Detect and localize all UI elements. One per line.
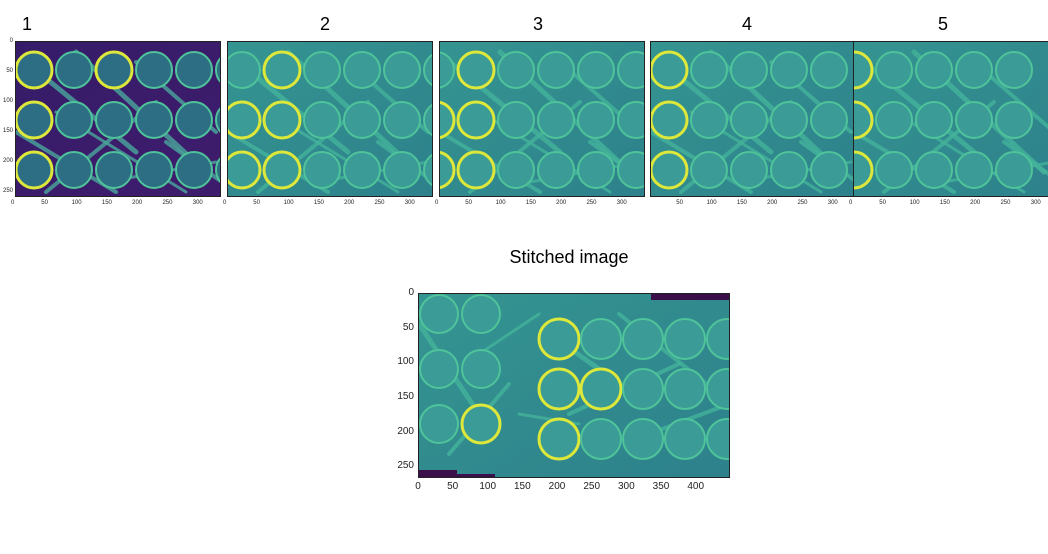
- x-tick-label: 200: [767, 200, 778, 206]
- x-tick-label: 300: [1030, 200, 1041, 206]
- stitched-image: [418, 293, 730, 478]
- x-tick-label: 50: [676, 200, 683, 206]
- x-tick-label: 0: [11, 200, 15, 206]
- y-tick-label: 200: [3, 158, 14, 164]
- panel-image-3: [439, 41, 645, 197]
- stitched-x-tick-label: 100: [479, 481, 497, 492]
- stitched-x-tick-label: 350: [652, 481, 670, 492]
- padding-region: [419, 470, 457, 477]
- stitched-title: Stitched image: [509, 247, 629, 267]
- stitched-y-tick-label: 0: [408, 287, 414, 298]
- x-tick-label: 0: [849, 200, 853, 206]
- stitched-y-tick-label: 100: [397, 356, 414, 368]
- x-tick-label: 250: [586, 200, 597, 206]
- x-tick-label: 100: [71, 200, 82, 206]
- panel-image-graphic: [651, 42, 855, 196]
- x-tick-label: 50: [41, 200, 48, 206]
- stitched-x-tick-label: 150: [514, 481, 531, 492]
- panel-image-graphic: [228, 42, 432, 196]
- stitched-x-tick-label: 50: [447, 481, 459, 492]
- stitched-x-tick-label: 300: [618, 481, 635, 492]
- y-tick-label: 150: [3, 128, 14, 134]
- stitched-x-tick-label: 200: [548, 481, 566, 492]
- x-tick-label: 200: [344, 200, 355, 206]
- y-tick-label: 100: [3, 98, 14, 104]
- panel-label-3: 3: [533, 14, 544, 34]
- y-tick-label: 0: [9, 38, 13, 44]
- x-tick-label: 50: [253, 200, 260, 206]
- x-tick-label: 50: [879, 200, 886, 206]
- x-tick-label: 100: [706, 200, 717, 206]
- x-tick-label: 300: [827, 200, 838, 206]
- padding-region: [457, 474, 495, 477]
- panel-image-1: [15, 41, 221, 197]
- x-tick-label: 300: [192, 200, 203, 206]
- stitched-x-tick-label: 250: [583, 481, 601, 492]
- x-tick-label: 0: [223, 200, 227, 206]
- panel-label-2: 2: [320, 14, 331, 34]
- x-tick-label: 150: [736, 200, 747, 206]
- x-tick-label: 100: [495, 200, 506, 206]
- x-tick-label: 200: [132, 200, 143, 206]
- panel-image-2: [227, 41, 433, 197]
- stitched-y-tick-label: 200: [397, 425, 414, 437]
- y-tick-label: 250: [3, 188, 14, 194]
- x-tick-label: 100: [283, 200, 294, 206]
- x-tick-label: 250: [1000, 200, 1011, 206]
- panel-label-4: 4: [742, 14, 753, 34]
- panel-image-graphic: [440, 42, 644, 196]
- x-tick-label: 50: [465, 200, 472, 206]
- stitched-y-tick-label: 50: [402, 321, 414, 333]
- x-tick-label: 100: [909, 200, 920, 206]
- x-tick-label: 150: [525, 200, 536, 206]
- panel-label-1: 1: [22, 14, 33, 34]
- x-tick-label: 250: [797, 200, 808, 206]
- x-tick-label: 200: [556, 200, 567, 206]
- padding-region: [651, 294, 729, 300]
- panel-image-graphic: [854, 42, 1048, 196]
- x-tick-label: 150: [313, 200, 324, 206]
- stitched-x-tick-label: 400: [687, 481, 705, 492]
- x-tick-label: 150: [101, 200, 112, 206]
- x-tick-label: 150: [939, 200, 950, 206]
- panel-image-graphic: [16, 42, 220, 196]
- x-tick-label: 300: [404, 200, 415, 206]
- panel-image-4: [650, 41, 856, 197]
- stitched-y-tick-label: 150: [397, 390, 414, 402]
- stitched-y-tick-label: 250: [397, 460, 414, 472]
- x-tick-label: 250: [162, 200, 173, 206]
- x-tick-label: 250: [374, 200, 385, 206]
- stitched-graphic: [419, 294, 729, 477]
- stitched-x-tick-label: 0: [415, 481, 421, 492]
- y-tick-label: 50: [6, 68, 13, 74]
- x-tick-label: 300: [616, 200, 627, 206]
- panel-image-5: [853, 41, 1048, 197]
- x-tick-label: 0: [435, 200, 439, 206]
- x-tick-label: 200: [970, 200, 981, 206]
- panel-label-5: 5: [938, 14, 949, 34]
